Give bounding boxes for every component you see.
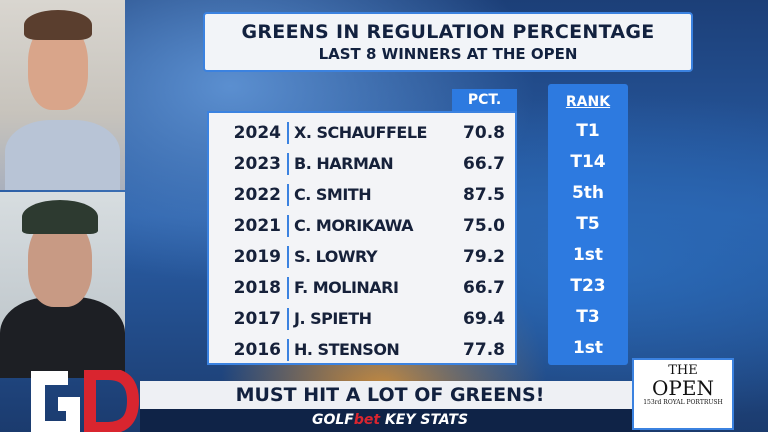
table-row: 2023 B. HARMAN 66.7 <box>209 148 515 179</box>
year: 2024 <box>233 122 281 143</box>
open-logo-venue: 153rd ROYAL PORTRUSH <box>643 399 723 406</box>
title-line-2: LAST 8 WINNERS AT THE OPEN <box>318 45 578 63</box>
year: 2023 <box>233 153 281 174</box>
title-line-1: GREENS IN REGULATION PERCENTAGE <box>241 21 655 43</box>
divider <box>287 276 289 299</box>
host-video-feed-2 <box>0 192 125 378</box>
rank-value: T23 <box>570 276 606 296</box>
year: 2022 <box>233 184 281 205</box>
key-stats-text: KEY STATS <box>380 412 469 428</box>
table-row: 2022 C. SMITH 87.5 <box>209 179 515 210</box>
headline-banner: MUST HIT A LOT OF GREENS! <box>140 381 640 409</box>
rank-value: 5th <box>571 183 605 203</box>
divider <box>287 245 289 268</box>
rank-value: 1st <box>572 338 604 358</box>
gir-pct: 66.7 <box>463 277 505 298</box>
gir-pct: 77.8 <box>463 339 505 360</box>
year: 2018 <box>233 277 281 298</box>
divider <box>287 214 289 237</box>
year: 2021 <box>233 215 281 236</box>
host-hair <box>24 10 92 40</box>
golf-text: GOLF <box>311 412 354 428</box>
winners-table: 2024 X. SCHAUFFELE 70.8 2023 B. HARMAN 66.7 20… <box>207 111 517 365</box>
year: 2017 <box>233 308 281 329</box>
rank-header: RANK <box>565 94 611 110</box>
gir-pct: 66.7 <box>463 153 505 174</box>
pct-header: PCT. <box>452 89 517 111</box>
player-name: B. HARMAN <box>294 154 394 173</box>
host-video-feed-1 <box>0 0 125 190</box>
gir-pct: 69.4 <box>463 308 505 329</box>
player-name: X. SCHAUFFELE <box>294 123 427 142</box>
table-row: 2016 H. STENSON 77.8 <box>209 334 515 365</box>
rank-column: RANK T1 T14 5th T5 1st T23 T3 1st <box>548 84 628 365</box>
player-name: C. SMITH <box>294 185 372 204</box>
open-logo-the: THE <box>668 363 698 378</box>
the-open-logo: THE OPEN 153rd ROYAL PORTRUSH <box>632 358 734 430</box>
rank-value: T1 <box>576 121 600 141</box>
rank-value: T14 <box>570 152 606 172</box>
divider <box>287 338 289 361</box>
graphic-title: GREENS IN REGULATION PERCENTAGE LAST 8 W… <box>203 12 693 72</box>
year: 2019 <box>233 246 281 267</box>
open-logo-open: OPEN <box>652 376 714 400</box>
key-stats-strip: GOLFbet KEY STATS <box>140 409 640 432</box>
year: 2016 <box>233 339 281 360</box>
player-name: H. STENSON <box>294 340 400 359</box>
cap <box>22 200 98 234</box>
bet-text: bet <box>353 412 381 428</box>
table-row: 2017 J. SPIETH 69.4 <box>209 303 515 334</box>
gir-pct: 87.5 <box>463 184 505 205</box>
player-name: C. MORIKAWA <box>294 216 414 235</box>
rank-value: T3 <box>576 307 600 327</box>
table-row: 2018 F. MOLINARI 66.7 <box>209 272 515 303</box>
divider <box>287 307 289 330</box>
gir-pct: 70.8 <box>463 122 505 143</box>
table-row: 2019 S. LOWRY 79.2 <box>209 241 515 272</box>
divider <box>287 152 289 175</box>
table-row: 2021 C. MORIKAWA 75.0 <box>209 210 515 241</box>
divider <box>287 183 289 206</box>
gir-pct: 79.2 <box>463 246 505 267</box>
gb-logo <box>31 370 140 432</box>
gir-pct: 75.0 <box>463 215 505 236</box>
player-name: F. MOLINARI <box>294 278 399 297</box>
rank-value: 1st <box>572 245 604 265</box>
divider <box>287 121 289 144</box>
player-name: S. LOWRY <box>294 247 378 266</box>
host-body <box>5 120 120 190</box>
table-row: 2024 X. SCHAUFFELE 70.8 <box>209 117 515 148</box>
player-name: J. SPIETH <box>294 309 372 328</box>
rank-value: T5 <box>576 214 600 234</box>
host-body <box>0 297 125 378</box>
